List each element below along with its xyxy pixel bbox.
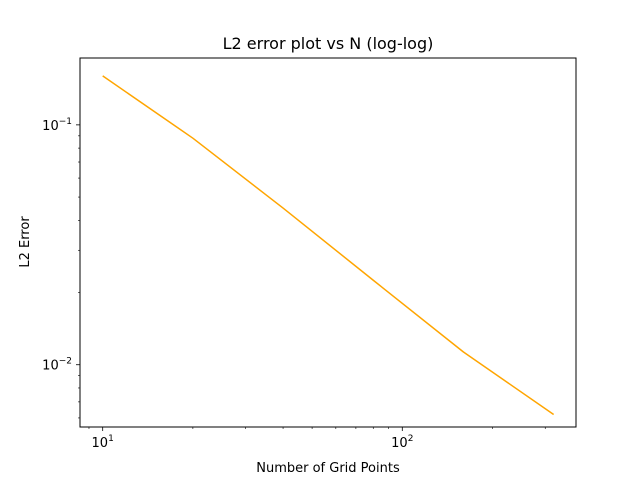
x-tick-label: 101 xyxy=(92,434,114,451)
chart-title: L2 error plot vs N (log-log) xyxy=(223,34,434,53)
y-tick-label: 10−2 xyxy=(42,357,72,374)
y-axis-label: L2 Error xyxy=(18,216,33,268)
plot-frame xyxy=(79,57,577,428)
y-tick-label: 10−1 xyxy=(42,117,72,134)
series-line xyxy=(102,75,555,416)
x-axis-label: Number of Grid Points xyxy=(256,461,400,476)
x-tick-label: 102 xyxy=(391,434,413,451)
